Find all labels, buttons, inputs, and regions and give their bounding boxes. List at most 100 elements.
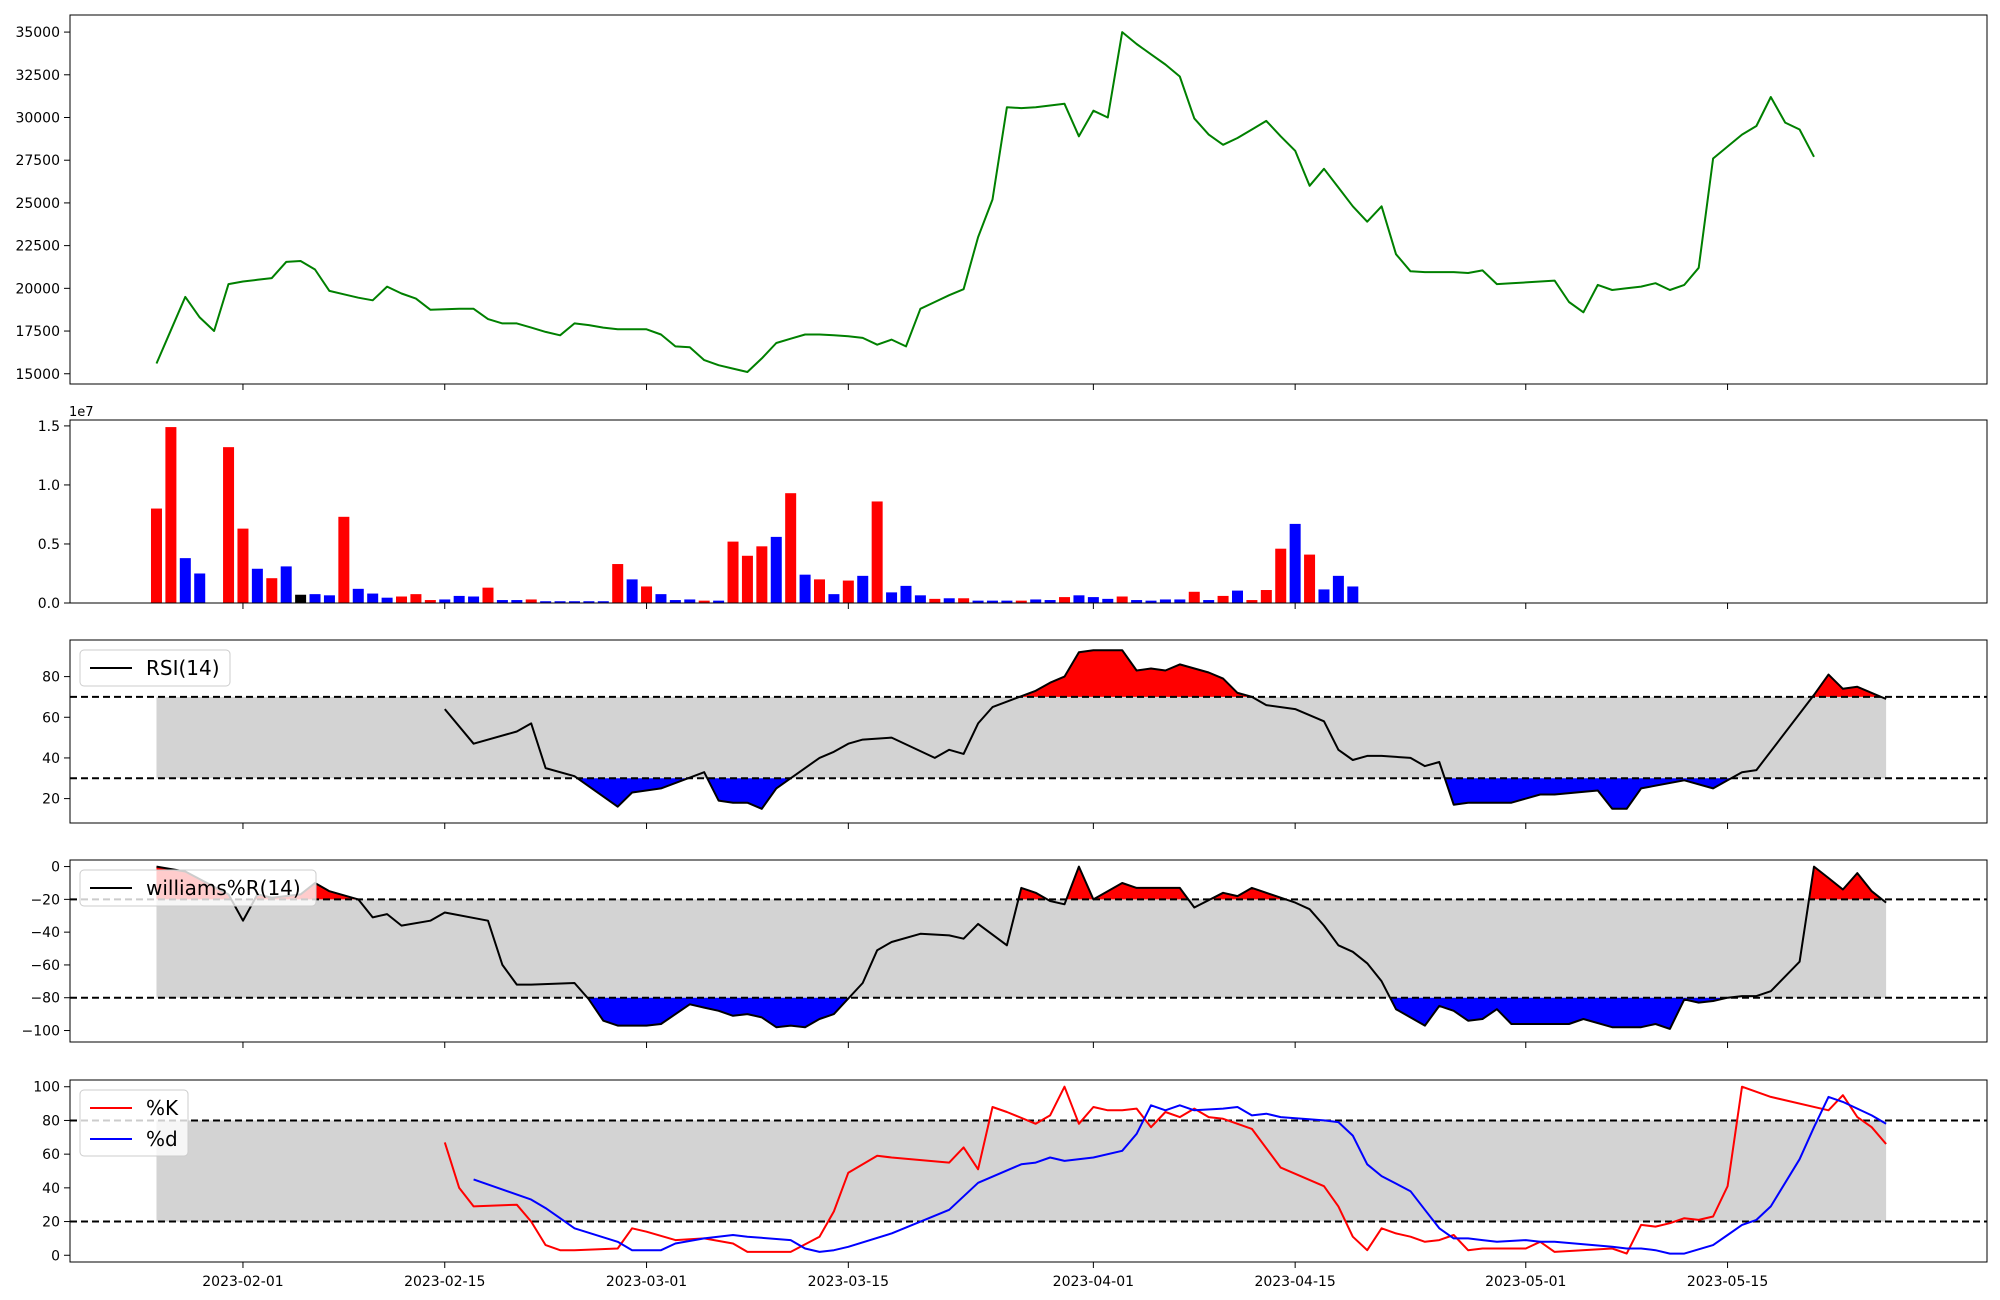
y-tick-label: 25000 [15, 196, 60, 212]
volume-bar [1159, 599, 1171, 603]
panel-rsi: 20 40 60 80 RSI(14) [42, 639, 1988, 829]
axes-frame [69, 859, 1988, 1043]
volume-bar [295, 594, 307, 603]
x-tick-label: 2023-03-15 [808, 1274, 889, 1290]
volume-bar [1188, 591, 1200, 603]
volume-bar [424, 600, 436, 603]
y-tick-label: −20 [30, 892, 60, 908]
volume-bar [641, 586, 653, 603]
volume-bar [914, 595, 926, 603]
overbought-fill [1812, 674, 1882, 697]
y-tick-label: −60 [30, 958, 60, 974]
y-tick-label: 0.0 [38, 596, 60, 612]
y-tick-label: 30000 [15, 111, 60, 127]
panel-williams: −100 −80 −60 −40 −20 0 williams%R(14) [22, 859, 1988, 1048]
x-tick-label: 2023-02-15 [404, 1274, 485, 1290]
volume-bar [1030, 599, 1042, 603]
y-tick-label: 80 [42, 670, 60, 686]
volume-bar [741, 555, 753, 603]
volume-bar [684, 599, 696, 603]
y-tick-label: 0 [51, 860, 60, 876]
volume-bar [1174, 599, 1186, 603]
volume-bar [842, 580, 854, 603]
volume-bar [770, 536, 782, 603]
volume-bar [943, 598, 955, 603]
x-tick-label: 2023-02-01 [202, 1274, 283, 1290]
axes-frame [69, 639, 1988, 824]
volume-bar [1246, 600, 1258, 603]
volume-bar [439, 599, 451, 603]
volume-bar [669, 600, 681, 603]
axes-frame [69, 419, 1988, 604]
volume-bar [1275, 548, 1287, 603]
legend: RSI(14) [79, 649, 231, 687]
y-tick-label: 17500 [15, 324, 60, 340]
volume-bar [886, 592, 898, 603]
y-tick-label: 0.5 [38, 537, 60, 553]
volume-bar [1131, 600, 1143, 603]
volume-bar [1347, 586, 1359, 603]
threshold-band [156, 899, 1887, 998]
volume-bar [1087, 597, 1099, 603]
y-tick-label: 15000 [15, 367, 60, 383]
y-tick-label: 40 [42, 1181, 60, 1197]
volume-bar [727, 541, 739, 603]
x-tick-label: 2023-05-15 [1687, 1274, 1768, 1290]
volume-bar [237, 528, 249, 603]
y-tick-label: 80 [42, 1113, 60, 1129]
volume-bar [972, 600, 984, 603]
volume-bar [1102, 598, 1114, 603]
panel-volume: 0.0 0.5 1.0 1.5 [38, 419, 1988, 612]
volume-bar [381, 597, 393, 603]
volume-bar [540, 601, 552, 603]
volume-bar [1318, 589, 1330, 603]
volume-bar [583, 601, 595, 603]
overbought-fill [1066, 866, 1189, 900]
volume-bar [1260, 590, 1272, 603]
volume-bar [1001, 600, 1013, 603]
threshold-band [156, 1120, 1887, 1222]
y-tick-label: 1.5 [38, 419, 60, 435]
y-tick-label: 32500 [15, 68, 60, 84]
y-tick-label: 22500 [15, 239, 60, 255]
legend-label: RSI(14) [146, 656, 220, 680]
y-tick-label: 0 [51, 1248, 60, 1264]
legend-box [79, 649, 231, 687]
oversold-fill [1390, 997, 1728, 1029]
volume-bar [799, 574, 811, 603]
overbought-fill [1809, 866, 1882, 900]
x-tick-label: 2023-04-15 [1254, 1274, 1335, 1290]
volume-bar [323, 595, 335, 603]
volume-bar [828, 594, 840, 603]
y-tick-label: −80 [30, 991, 60, 1007]
volume-bar [1203, 600, 1215, 603]
x-tick-label: 2023-04-01 [1053, 1274, 1134, 1290]
legend: %K %d [79, 1089, 189, 1157]
y-tick-label: −40 [30, 925, 60, 941]
volume-bar [814, 579, 826, 603]
volume-axis-multiplier: 1e7 [69, 405, 94, 420]
y-tick-label: 1.0 [38, 478, 60, 494]
volume-bar [468, 596, 480, 603]
volume-bar [900, 585, 912, 603]
volume-bar [280, 566, 292, 603]
volume-bar [194, 573, 206, 603]
price-line [155, 31, 1815, 373]
volume-bar [496, 600, 508, 603]
volume-bar [1217, 595, 1229, 603]
y-tick-label: 27500 [15, 153, 60, 169]
volume-bar [1231, 590, 1243, 603]
y-tick-label: 40 [42, 751, 60, 767]
y-tick-label: 60 [42, 1147, 60, 1163]
volume-bar [1059, 597, 1071, 603]
volume-bar [482, 587, 494, 603]
legend-label: williams%R(14) [146, 876, 301, 900]
volume-bar [453, 595, 465, 603]
volume-bar [1289, 523, 1301, 603]
axes-frame [69, 14, 1988, 385]
y-tick-label: 35000 [15, 25, 60, 41]
volume-bar [1145, 600, 1157, 603]
volume-bar [251, 568, 263, 603]
y-tick-label: 20000 [15, 281, 60, 297]
rsi-line [444, 649, 1887, 810]
